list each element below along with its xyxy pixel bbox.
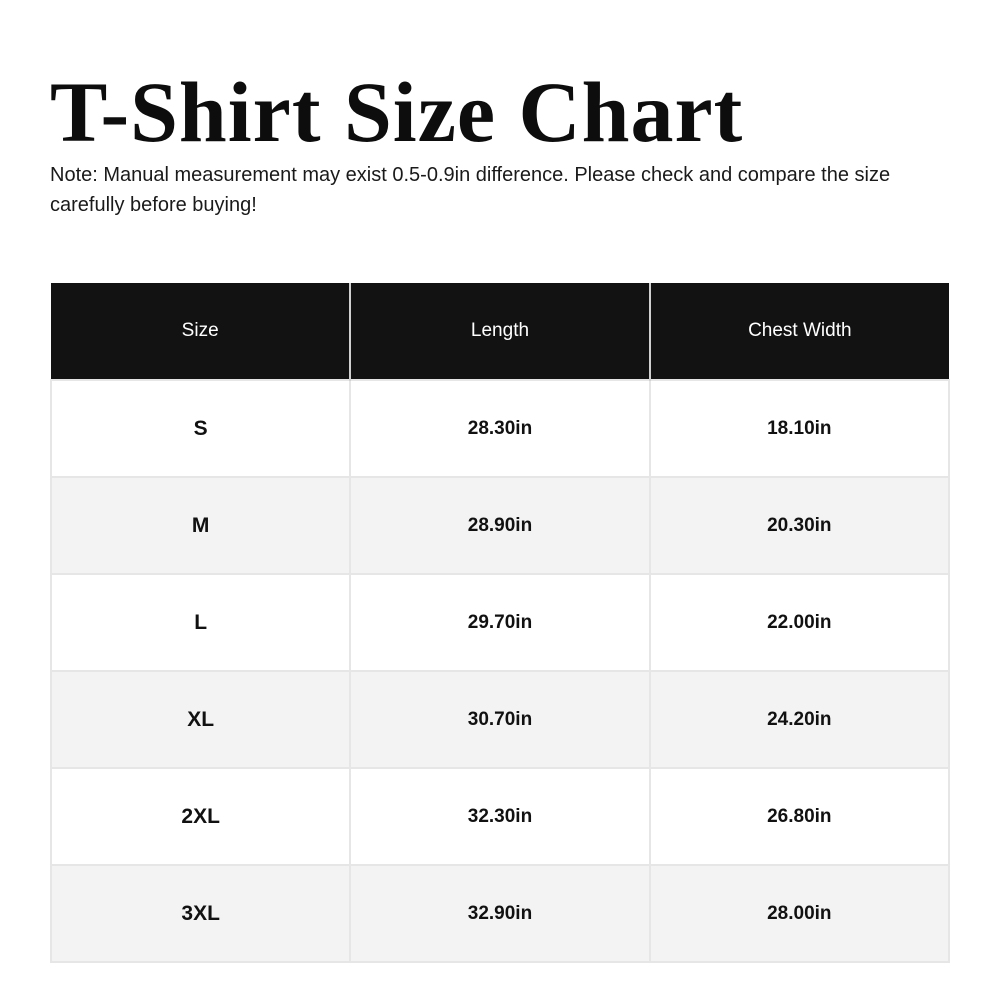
table-row: 2XL 32.30in 26.80in (49, 767, 951, 866)
size-cell: S (49, 379, 352, 478)
measurement-note: Note: Manual measurement may exist 0.5-0… (50, 164, 891, 216)
length-cell: 29.70in (349, 573, 651, 672)
length-cell: 28.90in (349, 476, 651, 575)
table-row: 3XL 32.90in 28.00in (49, 864, 951, 963)
table-row: L 29.70in 22.00in (49, 573, 951, 672)
table-header-row: Size Length Chest Width (51, 283, 949, 380)
chest-width-cell: 26.80in (648, 767, 951, 866)
length-cell: 30.70in (349, 670, 651, 769)
size-chart-table: Size Length Chest Width S 28.30in 18.10in M… (49, 283, 951, 963)
size-cell: XL (49, 670, 352, 769)
header-length: Length (349, 283, 650, 380)
header-chest-width: Chest Width (648, 283, 949, 380)
chest-width-cell: 20.30in (648, 476, 951, 575)
length-cell: 28.30in (349, 379, 651, 478)
chest-width-cell: 22.00in (648, 573, 951, 672)
length-cell: 32.90in (349, 864, 651, 963)
chest-width-cell: 28.00in (648, 864, 951, 963)
table-row: M 28.90in 20.30in (49, 476, 951, 575)
chest-width-cell: 18.10in (648, 379, 951, 478)
header-size: Size (51, 283, 351, 380)
size-cell: 3XL (49, 864, 352, 963)
size-cell: M (49, 476, 352, 575)
size-cell: L (49, 573, 352, 672)
size-cell: 2XL (49, 767, 352, 866)
table-row: S 28.30in 18.10in (49, 379, 951, 478)
chest-width-cell: 24.20in (648, 670, 951, 769)
page-title: T-Shirt Size Chart (50, 64, 744, 160)
length-cell: 32.30in (349, 767, 651, 866)
table-row: XL 30.70in 24.20in (49, 670, 951, 769)
